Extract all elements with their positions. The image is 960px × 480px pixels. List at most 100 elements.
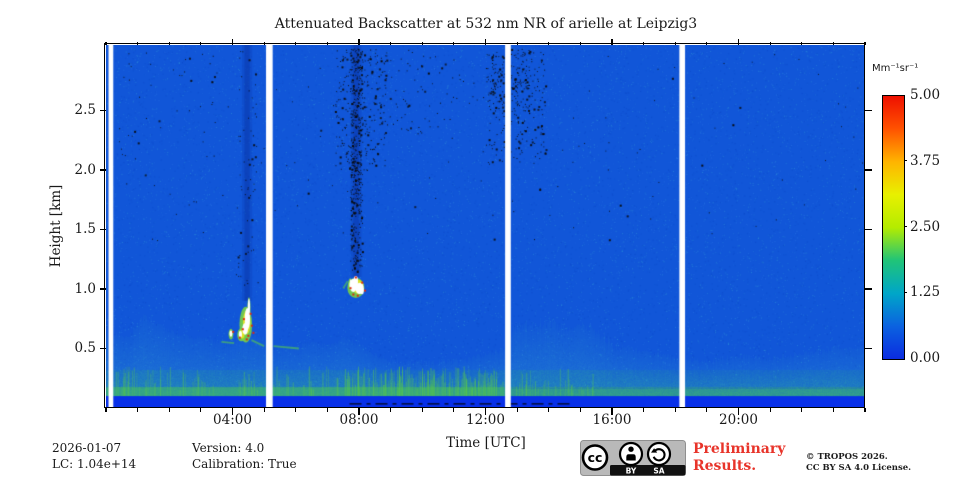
calibration-text: Calibration: True: [192, 457, 297, 471]
x-tick-bottom: [137, 408, 139, 412]
preliminary-line1: Preliminary: [693, 441, 786, 457]
x-tick-bottom: [200, 408, 202, 412]
y-tick-right: [865, 288, 872, 290]
x-tick-top: [453, 41, 455, 45]
x-tick-bottom: [832, 408, 834, 412]
x-tick-bottom: [390, 408, 392, 412]
x-tick-bottom: [801, 408, 803, 412]
x-tick-top: [105, 41, 107, 45]
x-tick-top: [737, 38, 740, 45]
y-tick-left: [99, 109, 106, 112]
x-tick-top: [801, 41, 803, 45]
copyright-note: © TROPOS 2026. CC BY SA 4.0 License.: [806, 452, 911, 473]
y-tick-right: [865, 347, 872, 350]
colorbar-tick-label: 0.00: [910, 350, 941, 366]
x-tick-label: 08:00: [339, 412, 379, 428]
sa-arrow-icon: [646, 441, 672, 467]
x-tick-bottom: [421, 408, 423, 412]
colorbar-tick: [903, 225, 907, 228]
by-label: BY: [626, 467, 637, 476]
x-tick-bottom: [231, 408, 234, 415]
x-tick-top: [769, 41, 771, 45]
y-tick-right: [865, 228, 872, 231]
x-tick-bottom: [548, 408, 550, 412]
x-tick-top: [864, 41, 866, 45]
x-tick-bottom: [358, 408, 360, 415]
x-tick-bottom: [643, 408, 645, 412]
version-text: Version: 4.0: [192, 441, 265, 455]
y-tick-label: 0.5: [74, 340, 96, 357]
colorbar-tick-label: 5.00: [910, 87, 941, 103]
colorbar-tick-label: 3.75: [910, 152, 941, 169]
x-tick-top: [326, 41, 328, 45]
x-tick-top: [706, 41, 708, 45]
x-tick-bottom: [611, 408, 613, 415]
x-tick-bottom: [295, 408, 297, 412]
colorbar-title: Mm⁻¹sr⁻¹: [872, 63, 919, 74]
footer-version-block: Version: 4.0 Calibration: True: [192, 440, 297, 472]
colorbar-gradient: [882, 95, 905, 360]
x-tick-top: [832, 41, 834, 45]
x-tick-top: [137, 41, 139, 45]
colorbar-tick: [903, 291, 907, 293]
x-tick-bottom: [453, 408, 455, 412]
x-tick-top: [295, 41, 297, 45]
y-tick-left: [99, 169, 106, 171]
cc-icon-text: cc: [588, 450, 603, 465]
x-tick-bottom: [579, 408, 581, 412]
x-tick-label: 12:00: [466, 412, 505, 428]
colorbar-tick: [903, 160, 907, 162]
y-tick-left: [99, 288, 106, 290]
x-tick-top: [231, 38, 234, 45]
x-tick-top: [263, 41, 265, 45]
x-tick-top: [168, 41, 170, 45]
y-tick-right: [865, 169, 872, 171]
x-tick-bottom: [105, 408, 107, 412]
preliminary-note: Preliminary Results.: [693, 441, 785, 475]
y-tick-label: 1.0: [74, 280, 96, 297]
x-tick-bottom: [706, 408, 708, 412]
x-tick-bottom: [674, 408, 676, 412]
x-tick-bottom: [769, 408, 771, 412]
preliminary-line2: Results.: [693, 458, 757, 474]
x-tick-bottom: [168, 408, 170, 412]
x-tick-bottom: [263, 408, 265, 412]
copyright-line1: © TROPOS 2026.: [806, 452, 888, 462]
cc-icon: cc: [581, 444, 609, 471]
badge-black-strip: [610, 465, 686, 476]
x-tick-top: [611, 38, 613, 45]
y-tick-right: [865, 109, 872, 112]
x-tick-top: [358, 38, 360, 45]
y-tick-label: 1.5: [74, 221, 96, 238]
date-text: 2026-01-07: [52, 441, 122, 455]
x-tick-top: [421, 41, 423, 45]
x-tick-top: [579, 41, 581, 45]
y-tick-label: 2.5: [74, 102, 96, 119]
lidar-constant-text: LC: 1.04e+14: [52, 457, 137, 471]
x-tick-top: [643, 41, 645, 45]
x-tick-top: [390, 41, 392, 45]
footer-date-block: 2026-01-07 LC: 1.04e+14: [52, 440, 136, 472]
x-tick-bottom: [737, 408, 740, 415]
x-tick-label: 04:00: [213, 412, 252, 428]
x-tick-top: [484, 38, 487, 45]
x-tick-label: 16:00: [592, 412, 632, 428]
x-tick-bottom: [864, 408, 866, 412]
cc-license-badge: cc BY SA: [580, 440, 686, 476]
copyright-line2: CC BY SA 4.0 License.: [806, 462, 912, 473]
x-tick-bottom: [326, 408, 328, 412]
sa-label: SA: [653, 467, 664, 476]
by-person-icon: [618, 441, 644, 467]
y-tick-left: [99, 228, 106, 231]
y-tick-label: 2.0: [74, 161, 96, 178]
colorbar-tick-label: 1.25: [910, 284, 941, 301]
colorbar-tick-label: 2.50: [910, 218, 941, 235]
x-tick-top: [516, 41, 518, 45]
x-axis-label: Time [UTC]: [446, 435, 526, 451]
x-tick-top: [674, 41, 676, 45]
x-tick-top: [200, 41, 202, 45]
x-tick-bottom: [484, 408, 487, 415]
plot-title: Attenuated Backscatter at 532 nm NR of a…: [274, 16, 698, 32]
x-tick-label: 20:00: [719, 412, 758, 428]
